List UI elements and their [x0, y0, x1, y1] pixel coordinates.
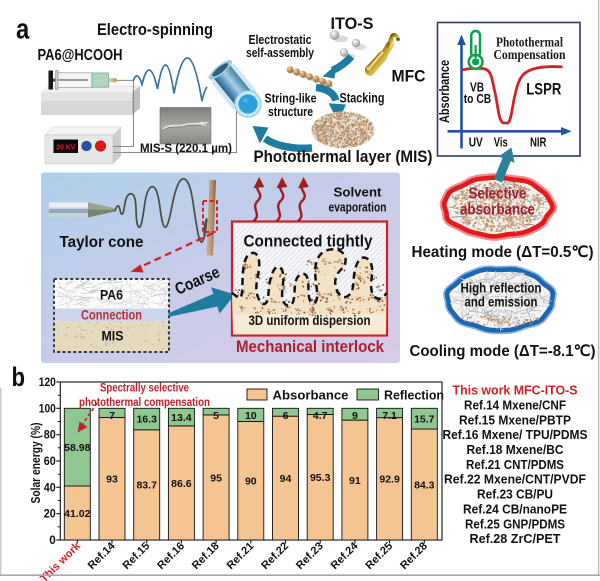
- svg-text:92.9: 92.9: [379, 474, 400, 486]
- svg-text:photothermal compensation: photothermal compensation: [79, 397, 210, 409]
- svg-text:9: 9: [352, 410, 358, 422]
- svg-text:Ref.15 Mxene/PBTP: Ref.15 Mxene/PBTP: [459, 413, 571, 427]
- svg-text:Solar energy (%): Solar energy (%): [29, 423, 43, 504]
- svg-text:86.6: 86.6: [171, 478, 192, 490]
- svg-text:Solvent: Solvent: [334, 185, 383, 200]
- svg-text:13.4: 13.4: [171, 412, 192, 424]
- svg-text:MIS-S (220.1 µm): MIS-S (220.1 µm): [140, 141, 232, 155]
- svg-text:83.7: 83.7: [136, 480, 157, 492]
- svg-text:Ref.16 Mxene/ TPU/PDMS: Ref.16 Mxene/ TPU/PDMS: [443, 428, 588, 442]
- svg-text:MFC: MFC: [392, 67, 426, 86]
- svg-text:Photothermal layer (MIS): Photothermal layer (MIS): [254, 148, 433, 166]
- svg-text:Selective: Selective: [469, 186, 527, 203]
- svg-text:VB: VB: [470, 80, 484, 94]
- svg-text:b: b: [12, 363, 26, 393]
- svg-text:84.3: 84.3: [414, 479, 435, 491]
- svg-text:Ref.25 GNP/PDMS: Ref.25 GNP/PDMS: [465, 517, 565, 531]
- svg-text:LSPR: LSPR: [526, 81, 561, 99]
- svg-text:PA6@HCOOH: PA6@HCOOH: [38, 47, 123, 64]
- svg-text:10: 10: [245, 410, 257, 422]
- svg-text:80: 80: [44, 430, 56, 442]
- svg-text:20: 20: [44, 509, 56, 521]
- svg-text:7: 7: [109, 410, 115, 422]
- svg-text:Ref.23 CB/PU: Ref.23 CB/PU: [477, 488, 553, 502]
- svg-text:MIS: MIS: [102, 328, 124, 344]
- svg-text:Connection: Connection: [81, 307, 142, 322]
- svg-text:90: 90: [245, 476, 257, 488]
- svg-text:and emission: and emission: [465, 295, 538, 310]
- svg-text:91: 91: [349, 475, 361, 487]
- svg-text:93: 93: [106, 474, 118, 486]
- svg-text:58.98: 58.98: [64, 442, 90, 454]
- svg-text:Mechanical interlock: Mechanical interlock: [236, 338, 385, 356]
- svg-text:Ref.21 CNT/PDMS: Ref.21 CNT/PDMS: [466, 458, 564, 472]
- svg-text:Taylor cone: Taylor cone: [60, 234, 144, 251]
- svg-text:41.02: 41.02: [64, 508, 90, 520]
- svg-text:ITO-S: ITO-S: [331, 14, 374, 33]
- svg-text:5: 5: [213, 410, 219, 422]
- svg-text:Electro-spinning: Electro-spinning: [97, 21, 213, 39]
- svg-text:Connected tightly: Connected tightly: [244, 232, 373, 251]
- svg-text:Absorbance: Absorbance: [273, 389, 349, 403]
- svg-text:evaporation: evaporation: [329, 200, 387, 215]
- svg-text:Spectrally selective: Spectrally selective: [100, 383, 189, 395]
- svg-text:structure: structure: [268, 104, 313, 119]
- svg-text:4.7: 4.7: [313, 410, 328, 422]
- svg-text:Photothermal: Photothermal: [496, 35, 563, 50]
- svg-text:absorbance: absorbance: [460, 202, 535, 219]
- svg-text:Reflection: Reflection: [384, 389, 444, 403]
- svg-text:Cooling mode (ΔT=-8.1℃): Cooling mode (ΔT=-8.1℃): [410, 343, 596, 360]
- svg-text:94: 94: [280, 473, 292, 485]
- svg-text:Absorbance: Absorbance: [437, 60, 452, 123]
- svg-text:Ref.24 CB/nanoPE: Ref.24 CB/nanoPE: [463, 502, 567, 516]
- svg-text:Vis: Vis: [494, 134, 508, 149]
- svg-text:100: 100: [39, 403, 56, 415]
- svg-text:120: 120: [39, 377, 56, 389]
- svg-text:Ref.14 Mxene/CNF: Ref.14 Mxene/CNF: [464, 398, 566, 412]
- svg-text:PA6: PA6: [100, 288, 123, 303]
- svg-text:60: 60: [44, 456, 56, 468]
- svg-text:a: a: [16, 12, 29, 45]
- svg-text:20 KV: 20 KV: [56, 145, 75, 152]
- svg-text:Ref.18 Mxene/BC: Ref.18 Mxene/BC: [467, 443, 564, 457]
- svg-text:40: 40: [44, 482, 56, 494]
- svg-text:NIR: NIR: [530, 134, 547, 149]
- svg-text:Ref.22 Mxene/CNT/PVDF: Ref.22 Mxene/CNT/PVDF: [444, 473, 586, 487]
- svg-text:Electrostatic: Electrostatic: [249, 33, 312, 47]
- svg-text:16.3: 16.3: [136, 414, 157, 426]
- svg-text:This work MFC-ITO-S: This work MFC-ITO-S: [453, 384, 578, 398]
- svg-text:High reflection: High reflection: [461, 281, 542, 296]
- svg-text:Compensation: Compensation: [494, 47, 566, 62]
- svg-text:7.1: 7.1: [382, 410, 397, 422]
- svg-text:UV: UV: [469, 134, 483, 149]
- svg-text:6: 6: [283, 410, 289, 422]
- svg-text:0: 0: [49, 535, 56, 547]
- svg-text:3D uniform dispersion: 3D uniform dispersion: [249, 313, 371, 328]
- svg-text:String-like: String-like: [265, 91, 317, 106]
- svg-text:95.3: 95.3: [310, 472, 331, 484]
- svg-text:Ref.28 ZrC/PET: Ref.28 ZrC/PET: [470, 532, 561, 546]
- svg-text:self-assembly: self-assembly: [246, 46, 314, 60]
- svg-text:to CB: to CB: [464, 92, 492, 106]
- svg-text:95: 95: [210, 472, 222, 484]
- svg-text:15.7: 15.7: [414, 413, 435, 425]
- svg-text:Stacking: Stacking: [340, 90, 385, 106]
- svg-text:Heating mode (ΔT=0.5℃): Heating mode (ΔT=0.5℃): [412, 244, 594, 261]
